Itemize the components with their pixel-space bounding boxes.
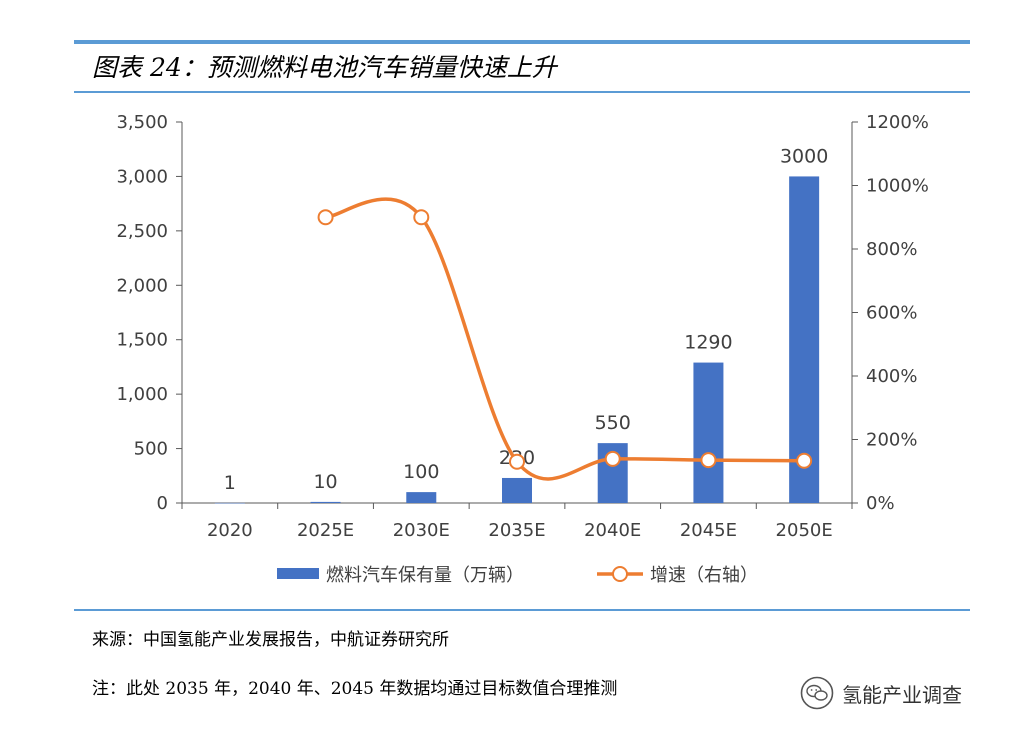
bar — [502, 477, 532, 503]
y-right-tick-label: 400% — [866, 366, 917, 387]
caption-divider — [74, 91, 970, 93]
chart: 0 500 1,000 1,500 2,000 2,500 3,000 3,500 0% 200%… — [116, 112, 929, 586]
legend-line-label: 增速（右轴） — [650, 565, 758, 586]
y-left-tick-label: 1,500 — [116, 330, 168, 351]
bar-value-label: 3000 — [780, 145, 828, 167]
x-tick-label: 2035E — [488, 520, 545, 541]
watermark-text: 氢能产业调查 — [842, 682, 962, 707]
growth-point — [604, 450, 621, 467]
figure-caption: 图表 24：预测燃料电池汽车销量快速上升 — [92, 53, 557, 82]
bar-value-label: 1 — [224, 472, 236, 494]
y-right-tick-label: 600% — [866, 303, 917, 324]
growth-point — [796, 452, 813, 469]
bar — [214, 502, 245, 504]
x-tick-label: 2030E — [393, 520, 450, 541]
bar — [789, 176, 820, 503]
y-right-tick-label: 1000% — [866, 176, 929, 197]
y-right-tick-label: 800% — [866, 239, 917, 260]
bar — [310, 501, 341, 503]
growth-point — [317, 209, 334, 226]
y-right-tick-label: 0% — [866, 493, 895, 514]
legend-bar-label: 燃料汽车保有量（万辆） — [326, 565, 524, 586]
bottom-rule — [74, 609, 970, 611]
y-left-tick-label: 0 — [157, 493, 168, 514]
x-tick-label: 2040E — [584, 520, 641, 541]
bar-value-label: 100 — [403, 461, 439, 483]
legend-bar-swatch — [277, 568, 319, 579]
bar — [406, 492, 437, 503]
y-right-tick-label: 200% — [866, 430, 917, 451]
x-tick-label: 2020 — [207, 520, 253, 541]
growth-point — [413, 209, 430, 226]
x-tick-label: 2045E — [680, 520, 737, 541]
y-left-tick-label: 3,000 — [116, 166, 168, 187]
bar-value-label: 550 — [595, 412, 631, 434]
y-right-tick-label: 1200% — [866, 112, 929, 133]
bar — [693, 362, 724, 503]
watermark: 氢能产业调查 — [800, 676, 962, 710]
y-left-tick-label: 500 — [134, 439, 168, 460]
top-rule — [74, 40, 970, 44]
y-left-tick-label: 2,000 — [116, 275, 168, 296]
x-tick-label: 2050E — [776, 520, 833, 541]
bar-value-label: 10 — [313, 471, 337, 493]
x-tick-label: 2025E — [297, 520, 354, 541]
growth-point — [700, 452, 717, 469]
y-left-tick-label: 1,000 — [116, 384, 168, 405]
y-left-tick-label: 3,500 — [116, 112, 168, 133]
y-left-tick-label: 2,500 — [116, 221, 168, 242]
remark-note: 注：此处 2035 年，2040 年、2045 年数据均通过目标数值合理推测 — [92, 679, 618, 699]
wechat-icon — [800, 676, 834, 710]
legend-line-marker — [612, 566, 628, 582]
source-note: 来源：中国氢能产业发展报告，中航证券研究所 — [92, 630, 449, 650]
bar-value-label: 1290 — [684, 332, 732, 354]
growth-point — [509, 453, 525, 470]
